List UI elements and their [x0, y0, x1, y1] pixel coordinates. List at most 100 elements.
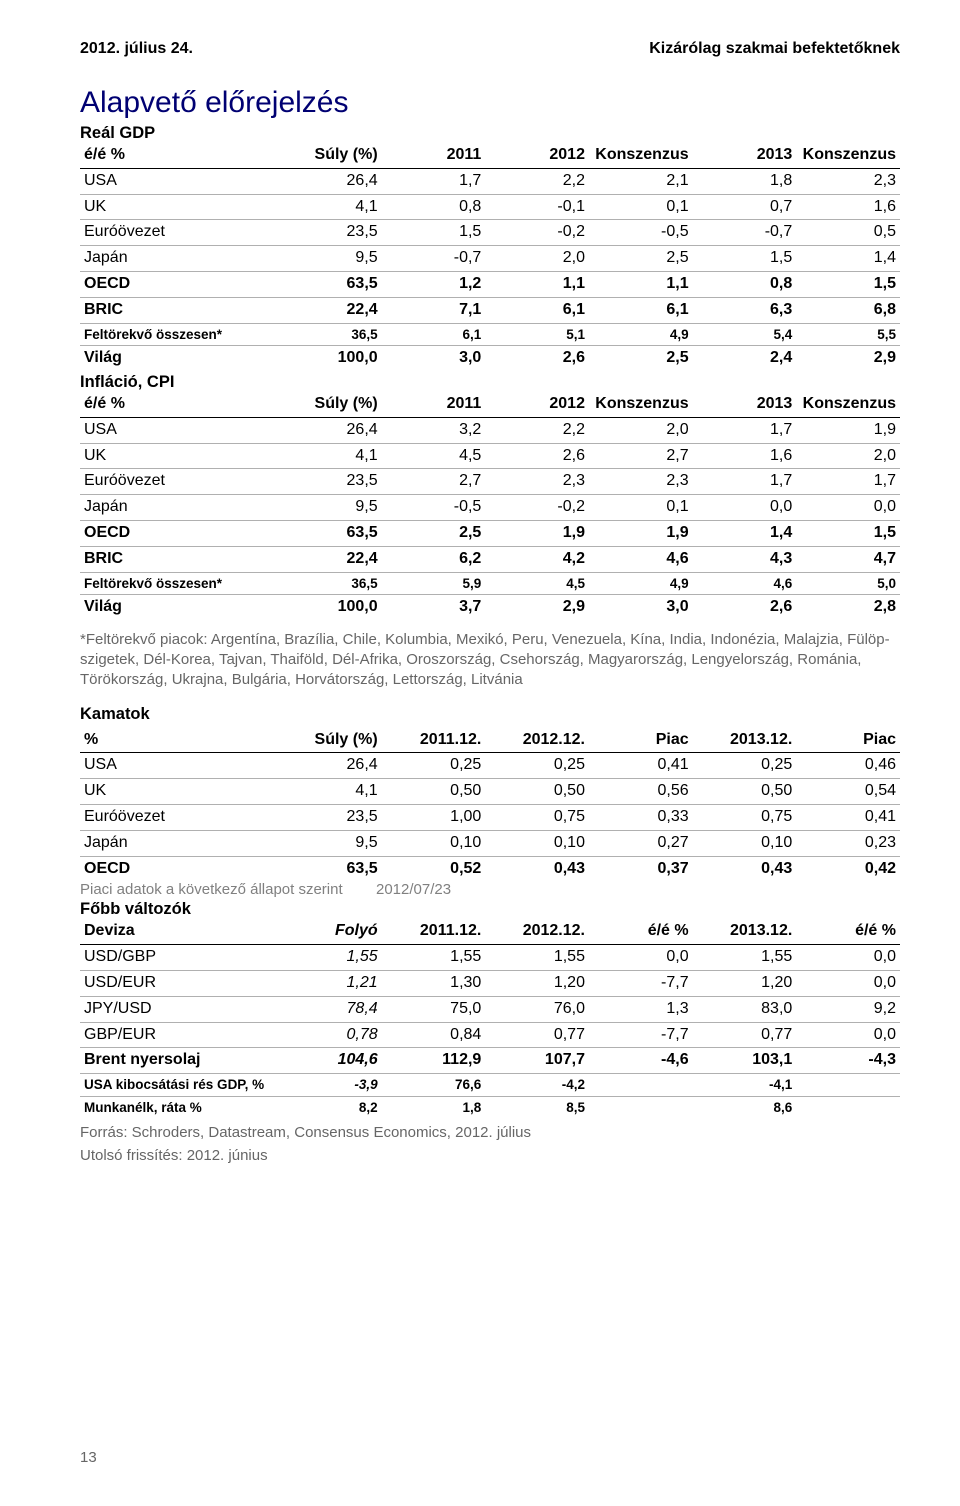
- cell: 0,10: [485, 830, 589, 856]
- cell: 1,8: [382, 1096, 486, 1118]
- row-label: Munkanélk, ráta %: [80, 1096, 278, 1118]
- cell: 22,4: [278, 546, 382, 572]
- cell: 3,7: [382, 595, 486, 620]
- cell: 1,20: [485, 970, 589, 996]
- col-header: Súly (%): [278, 143, 382, 168]
- cell: 8,2: [278, 1096, 382, 1118]
- row-label: USA: [80, 168, 278, 194]
- rates-title: Kamatok: [80, 705, 900, 724]
- table-row: USD/GBP1,551,551,550,01,550,0: [80, 945, 900, 971]
- cell: 5,4: [693, 323, 797, 346]
- cell: 2,5: [589, 346, 693, 371]
- cell: 1,7: [693, 417, 797, 443]
- cell: 4,1: [278, 443, 382, 469]
- cell: 1,55: [485, 945, 589, 971]
- cell: 0,77: [485, 1022, 589, 1048]
- cell: 0,52: [382, 856, 486, 881]
- emerging-note: *Feltörekvő piacok: Argentína, Brazília,…: [80, 630, 900, 691]
- cell: 6,1: [589, 297, 693, 323]
- cell: 2,6: [485, 346, 589, 371]
- row-label: Japán: [80, 495, 278, 521]
- cell: 3,0: [589, 595, 693, 620]
- cell: 6,8: [796, 297, 900, 323]
- col-header: 2012.12.: [485, 728, 589, 753]
- cell: 0,56: [589, 779, 693, 805]
- row-label: Feltörekvő összesen*: [80, 572, 278, 595]
- cell: 1,00: [382, 804, 486, 830]
- cell: 0,8: [382, 194, 486, 220]
- cell: 6,2: [382, 546, 486, 572]
- cell: 0,50: [693, 779, 797, 805]
- cell: 0,0: [589, 945, 693, 971]
- cell: 1,21: [278, 970, 382, 996]
- cell: 0,1: [589, 194, 693, 220]
- row-label: BRIC: [80, 297, 278, 323]
- col-header: 2013.12.: [693, 919, 797, 944]
- cell: 83,0: [693, 996, 797, 1022]
- cell: -0,1: [485, 194, 589, 220]
- cell: 0,25: [382, 753, 486, 779]
- col-header: Piac: [796, 728, 900, 753]
- cell: -4,2: [485, 1074, 589, 1097]
- cell: 2,3: [796, 168, 900, 194]
- cell: 4,9: [589, 323, 693, 346]
- row-label: UK: [80, 443, 278, 469]
- gdp-subtitle: Reál GDP: [80, 124, 900, 143]
- cell: 1,1: [589, 271, 693, 297]
- page-number: 13: [80, 1449, 97, 1466]
- cell: 0,77: [693, 1022, 797, 1048]
- table-row: Japán9,5-0,5-0,20,10,00,0: [80, 495, 900, 521]
- cell: -0,7: [693, 220, 797, 246]
- cell: 0,41: [796, 804, 900, 830]
- cell: 5,1: [485, 323, 589, 346]
- page: 2012. július 24. Kizárólag szakmai befek…: [0, 0, 960, 1506]
- row-label: Euróövezet: [80, 220, 278, 246]
- market-note: Piaci adatok a következő állapot szerint…: [80, 881, 900, 898]
- cell: -7,7: [589, 970, 693, 996]
- cell: 5,0: [796, 572, 900, 595]
- table-row: JPY/USD78,475,076,01,383,09,2: [80, 996, 900, 1022]
- cell: 63,5: [278, 856, 382, 881]
- cell: 103,1: [693, 1048, 797, 1074]
- col-header: é/é %: [80, 143, 278, 168]
- col-header: Súly (%): [278, 728, 382, 753]
- cell: 26,4: [278, 168, 382, 194]
- col-header: Deviza: [80, 919, 278, 944]
- cell: 6,3: [693, 297, 797, 323]
- cell: -4,1: [693, 1074, 797, 1097]
- header-date: 2012. július 24.: [80, 40, 193, 58]
- vars-title: Főbb változók: [80, 900, 900, 919]
- table-row: USD/EUR1,211,301,20-7,71,200,0: [80, 970, 900, 996]
- cell: 2,8: [796, 595, 900, 620]
- table-row: GBP/EUR0,780,840,77-7,70,770,0: [80, 1022, 900, 1048]
- row-label: USA: [80, 753, 278, 779]
- cell: 1,6: [693, 443, 797, 469]
- table-row: USA26,40,250,250,410,250,46: [80, 753, 900, 779]
- cell: 0,43: [485, 856, 589, 881]
- cell: 1,5: [796, 520, 900, 546]
- cell: -0,5: [589, 220, 693, 246]
- cell: 9,2: [796, 996, 900, 1022]
- table-row: OECD63,50,520,430,370,430,42: [80, 856, 900, 881]
- row-label: JPY/USD: [80, 996, 278, 1022]
- table-row: OECD63,51,21,11,10,81,5: [80, 271, 900, 297]
- table-row: Euróövezet23,52,72,32,31,71,7: [80, 469, 900, 495]
- row-label: USD/GBP: [80, 945, 278, 971]
- cell: 5,9: [382, 572, 486, 595]
- updated-line: Utolsó frissítés: 2012. június: [80, 1147, 900, 1164]
- cell: 1,55: [693, 945, 797, 971]
- row-label: Euróövezet: [80, 469, 278, 495]
- page-title: Alapvető előrejelzés: [80, 86, 900, 120]
- cell: 1,30: [382, 970, 486, 996]
- row-label: Brent nyersolaj: [80, 1048, 278, 1074]
- cell: 2,0: [485, 246, 589, 272]
- rates-table: %Súly (%)2011.12.2012.12.Piac2013.12.Pia…: [80, 728, 900, 882]
- col-header: é/é %: [796, 919, 900, 944]
- cell: 0,41: [589, 753, 693, 779]
- cell: 0,25: [485, 753, 589, 779]
- col-header: 2011: [382, 392, 486, 417]
- cell: 1,55: [278, 945, 382, 971]
- cell: 0,0: [796, 945, 900, 971]
- cell: 76,6: [382, 1074, 486, 1097]
- row-label: USA: [80, 417, 278, 443]
